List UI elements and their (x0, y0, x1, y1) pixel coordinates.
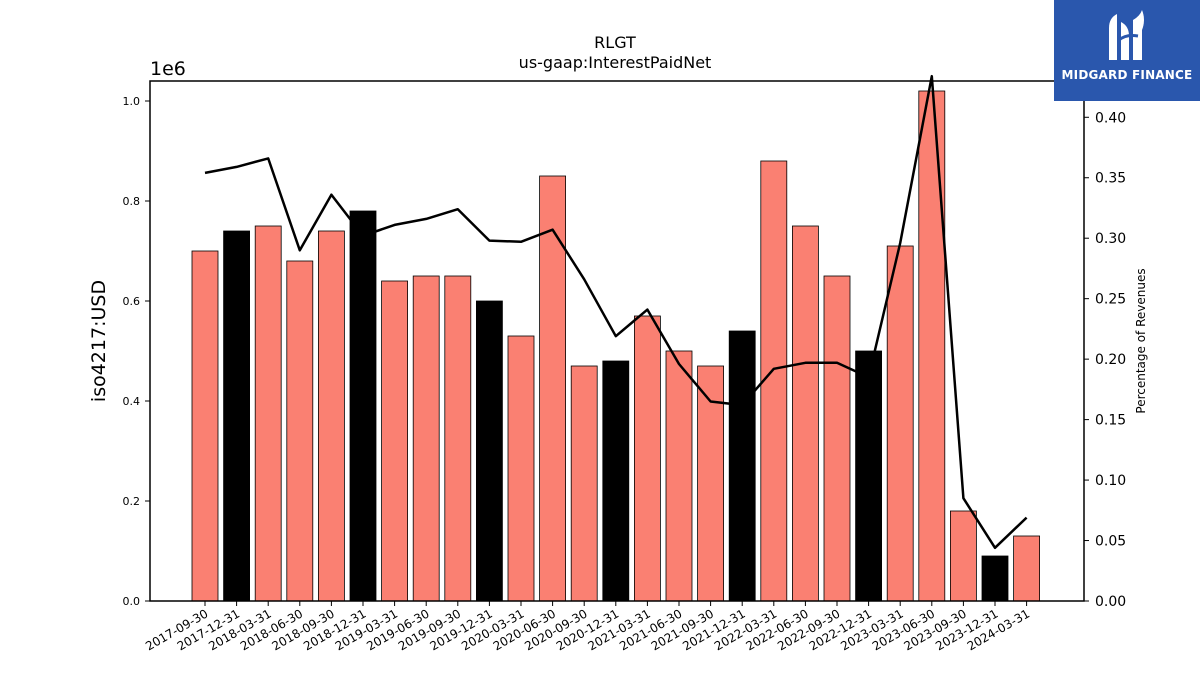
bar-2022-09-30 (823, 275, 851, 602)
bar-2020-03-31 (507, 335, 535, 602)
bars-group (191, 90, 1040, 602)
y2-tick-label: 0.25 (1095, 292, 1126, 308)
y-tick-label: 0.0 (123, 595, 141, 608)
bar-2020-06-30 (539, 175, 566, 602)
logo-text: MIDGARD FINANCE (1061, 68, 1193, 82)
y-tick-label: 0.6 (123, 295, 141, 308)
bar-2018-09-30 (317, 230, 345, 602)
bar-2021-03-31 (634, 315, 661, 602)
bar-2018-06-30 (286, 260, 314, 602)
chart-subtitle: us-gaap:InterestPaidNet (519, 53, 712, 72)
bar-2018-03-31 (254, 225, 282, 602)
bar-2019-03-31 (381, 280, 409, 602)
bar-2021-09-30 (697, 365, 724, 602)
bar-2023-03-31 (886, 245, 914, 602)
bar-2018-12-31 (349, 210, 377, 602)
y2-tick-label: 0.35 (1095, 171, 1126, 187)
bar-2021-06-30 (665, 350, 693, 602)
midgard-logo-icon (1109, 10, 1144, 60)
y2-tick-label: 0.40 (1095, 110, 1126, 126)
y-tick-label: 1.0 (123, 95, 141, 108)
bar-2017-09-30 (191, 250, 219, 602)
bar-2022-06-30 (792, 225, 819, 602)
y-tick-label: 0.8 (123, 195, 141, 208)
bar-2023-06-30 (918, 90, 946, 602)
y2-tick-label: 0.05 (1095, 534, 1126, 550)
y2-tick-label: 0.15 (1095, 413, 1126, 429)
y2-axis-label: Percentage of Revenues (1134, 268, 1148, 413)
bar-2022-03-31 (760, 160, 788, 602)
bar-2024-03-31 (1013, 535, 1040, 602)
bar-2017-12-31 (223, 230, 251, 602)
y2-tick-label: 0.20 (1095, 352, 1126, 368)
y-tick-label: 0.4 (123, 395, 141, 408)
bar-2019-12-31 (475, 300, 503, 602)
bar-2023-12-31 (981, 555, 1009, 602)
bar-2020-12-31 (602, 360, 630, 602)
bar-2020-09-30 (570, 365, 598, 602)
y2-tick-label: 0.30 (1095, 231, 1126, 247)
y2-tick-label: 0.00 (1095, 594, 1126, 610)
y-axis-label: iso4217:USD (88, 280, 110, 402)
y2-tick-label: 0.10 (1095, 473, 1126, 489)
percentage-line (204, 74, 1028, 550)
bar-2019-06-30 (412, 275, 440, 602)
bar-2019-09-30 (444, 275, 472, 602)
left-axis-ticks: 0.0 0.2 0.4 0.6 0.8 1.0 (123, 95, 150, 608)
x-axis-ticks: 2017-09-302017-12-312018-03-312018-06-30… (143, 601, 1032, 653)
plot-frame (149, 80, 1085, 602)
chart-title: RLGT (594, 33, 636, 52)
y-tick-label: 0.2 (123, 495, 141, 508)
bar-2023-09-30 (950, 510, 977, 602)
bar-2022-12-31 (855, 350, 882, 602)
right-axis-ticks: 0.00 0.05 0.10 0.15 0.20 0.25 0.30 0.35 0.40 (1084, 110, 1126, 610)
bar-2021-12-31 (728, 330, 756, 602)
y-offset-text: 1e6 (150, 58, 186, 80)
brand-logo: MIDGARD FINANCE (1054, 0, 1200, 101)
line-layer (204, 74, 1028, 550)
